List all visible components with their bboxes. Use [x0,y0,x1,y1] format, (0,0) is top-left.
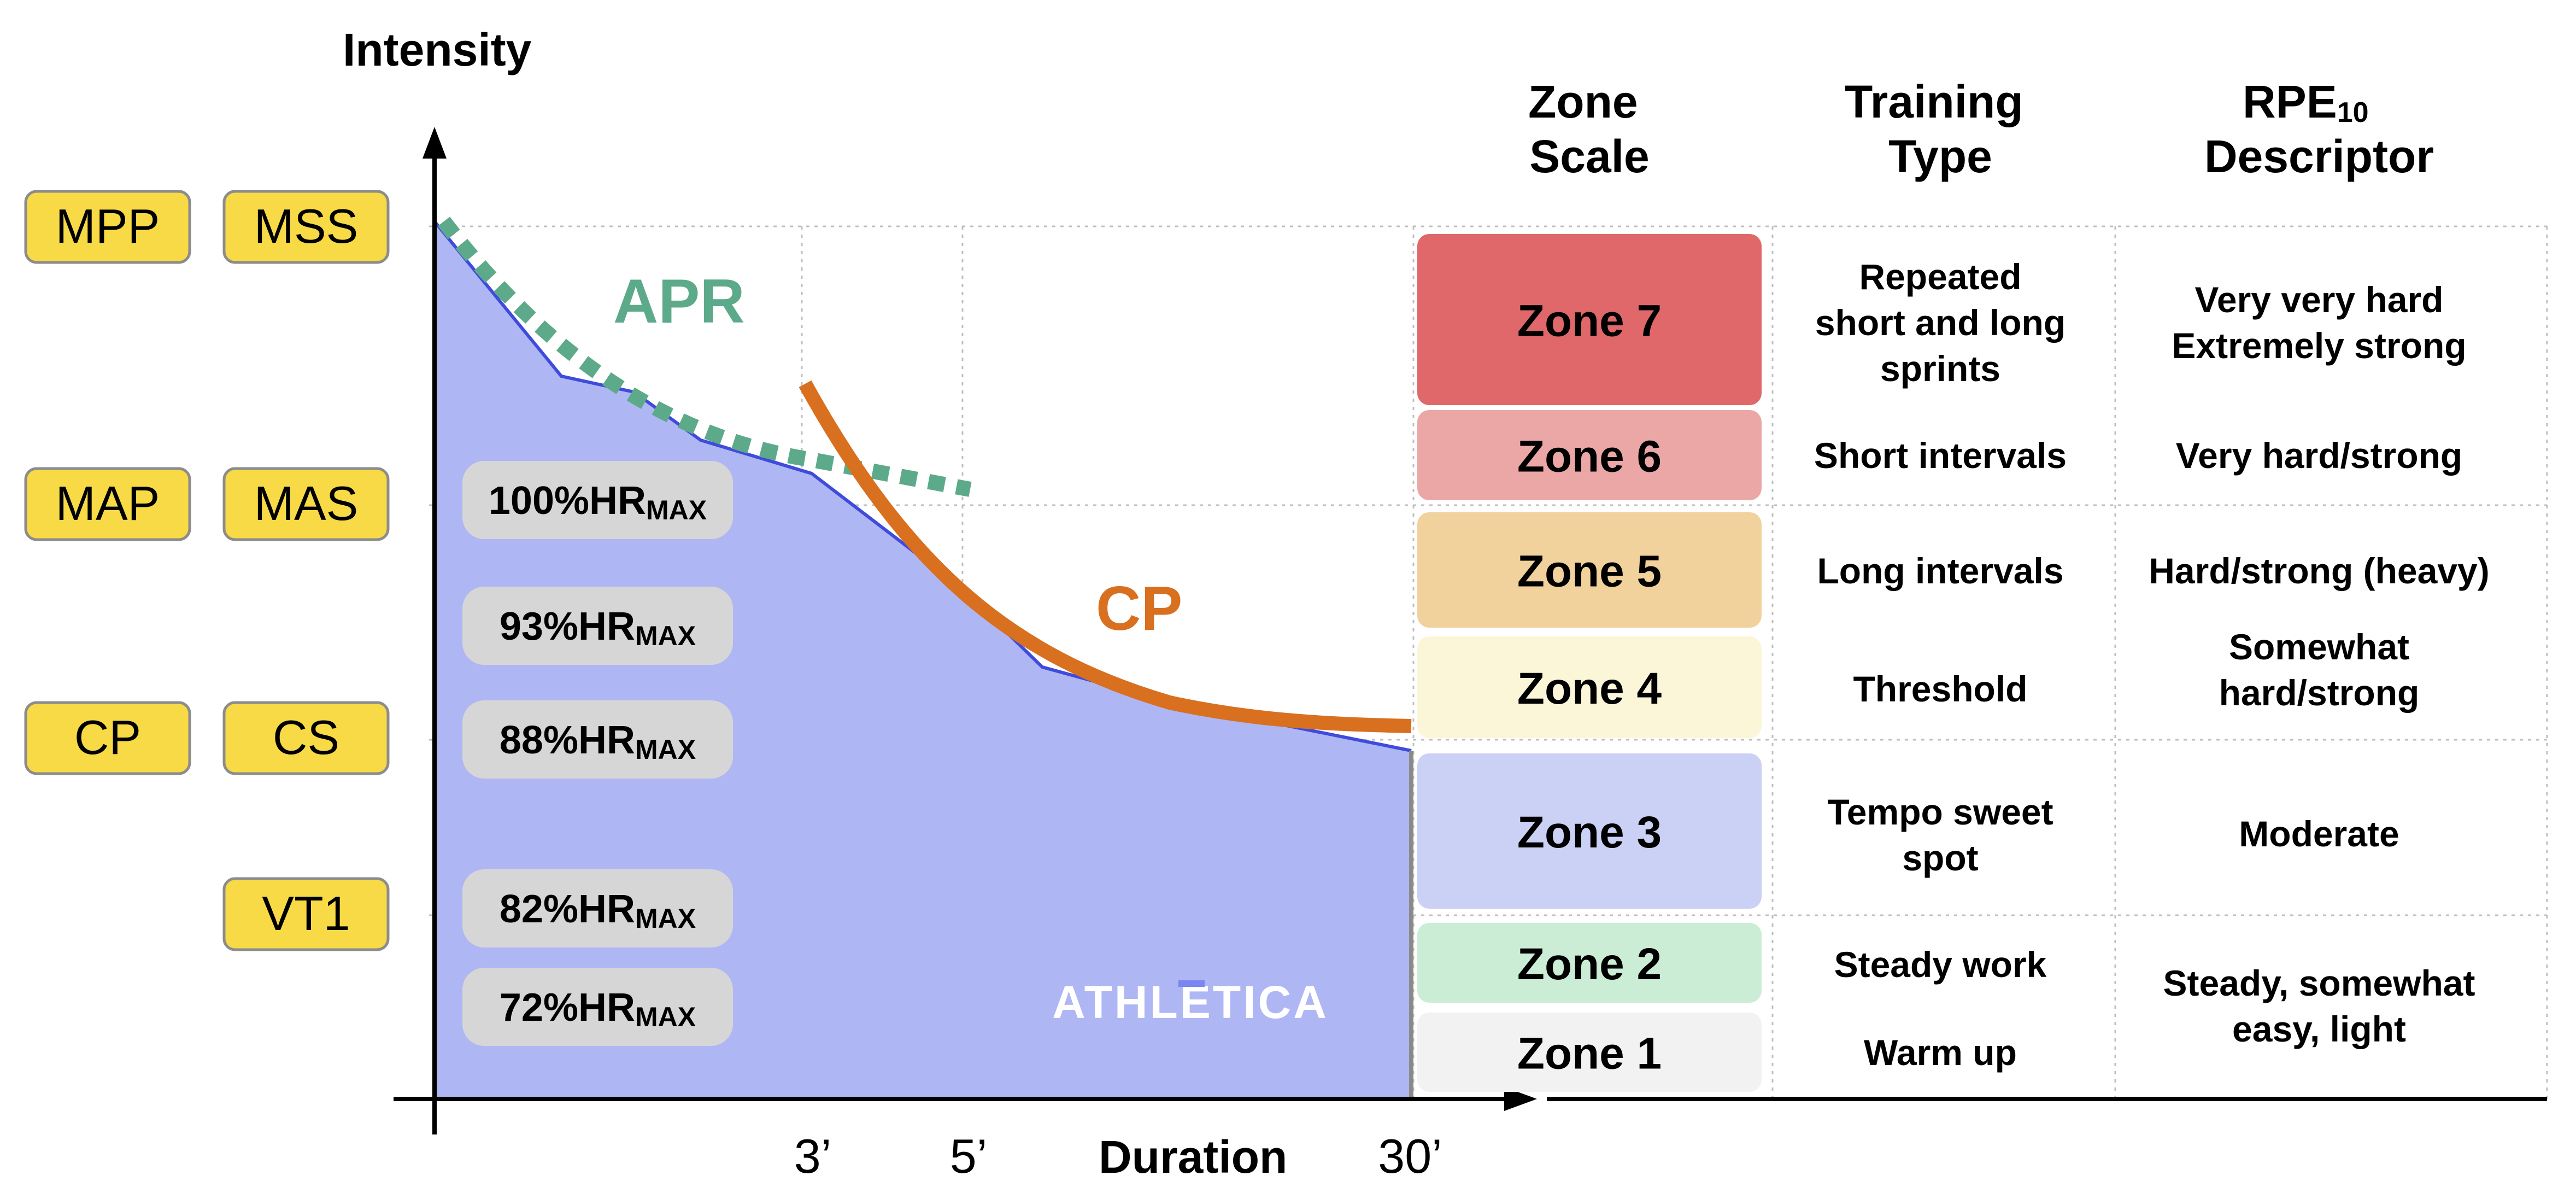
hr-max-label: 100%HRMAX [462,461,733,539]
hr-max-label: 72%HRMAX [462,968,733,1046]
cp-label: CP [1096,574,1182,644]
cp-curve [799,380,1412,733]
hr-labels: 100%HRMAX 93%HRMAX 88%HRMAX 82%HRMAX 72%HRMA… [462,461,733,1046]
training-type-cell: Short intervals [1814,435,2067,476]
training-type-cell: Threshold [1853,669,2027,709]
hr-max-label: 82%HRMAX [462,869,733,947]
rpe-descriptor-cell: Very very hard Extremely strong [2172,279,2466,366]
zone-6-block: Zone 6 [1417,410,1762,500]
zone-scale-header: Zone Scale [1528,76,1651,182]
svg-text:Zone 7: Zone 7 [1517,296,1662,346]
zone-marker-mpp: MPP [24,190,191,264]
svg-text:Zone 5: Zone 5 [1517,547,1662,596]
apr-label: APR [613,267,745,336]
zone-7-block: Zone 7 [1417,234,1762,405]
x-tick-3min: 3’ [794,1129,832,1183]
left-labels: MPP MSS MAP MAS CP CS VT1 [24,190,390,951]
training-type-cell: Warm up [1864,1032,2017,1073]
training-type-cell: Long intervals [1817,551,2063,591]
watermark-accent [1178,980,1205,987]
rpe-descriptor-cell: Hard/strong (heavy) [2149,551,2489,591]
hr-max-label: 93%HRMAX [462,587,733,665]
training-type-cell: Repeated short and long sprints [1815,256,2066,389]
y-axis-label: Intensity [343,24,532,75]
zone-2-block: Zone 2 [1417,923,1762,1003]
zone-marker-cp: CP [24,701,191,775]
zone-marker-mas: MAS [222,467,390,541]
zone-marker-label: CS [273,710,339,764]
zone-marker-label: MSS [254,199,359,253]
zone-marker-label: VT1 [262,886,350,940]
svg-text:Zone 1: Zone 1 [1517,1029,1662,1079]
training-type-header: Training Type [1845,76,2036,182]
zone-marker-map: MAP [24,467,191,541]
svg-text:Zone 6: Zone 6 [1517,432,1662,482]
zone-marker-label: MPP [56,199,160,253]
zone-marker-label: MAS [254,476,359,530]
svg-text:82%HRMAX: 82%HRMAX [500,887,696,934]
svg-text:Zone 4: Zone 4 [1517,664,1662,713]
hr-max-label: 88%HRMAX [462,700,733,779]
svg-text:93%HRMAX: 93%HRMAX [500,605,696,651]
zone-marker-mss: MSS [222,190,390,264]
zone-marker-vt1: VT1 [222,877,390,951]
zone-1-block: Zone 1 [1417,1013,1762,1092]
table-headers: Zone Scale Training Type RPE10 Descripto… [1528,76,2434,182]
training-type-cell: Tempo sweet spot [1827,792,2053,878]
rpe-cells: Very very hard Extremely strong Very hard/… [2149,279,2489,1049]
rpe-descriptor-cell: Very hard/strong [2176,435,2463,476]
zone-3-block: Zone 3 [1417,753,1762,909]
zone-5-block: Zone 5 [1417,512,1762,628]
rpe-header: RPE10 Descriptor [2204,76,2434,182]
x-tick-5min: 5’ [950,1129,988,1183]
x-axis-label: Duration [1099,1131,1287,1183]
x-tick-30min: 30’ [1378,1129,1442,1183]
svg-text:Zone 2: Zone 2 [1517,939,1662,989]
training-type-cell: Steady work [1834,944,2047,985]
y-axis-arrow-icon [423,127,447,159]
training-type-cells: Repeated short and long sprints Short inter… [1814,256,2067,1073]
svg-text:100%HRMAX: 100%HRMAX [489,479,707,525]
rpe-descriptor-cell: Moderate [2239,814,2399,854]
zone-blocks: Zone 7 Zone 6 Zone 5 Zone 4 Zone 3 Zone 2 Zone… [1417,234,1762,1092]
zone-marker-label: CP [74,710,141,764]
zone-marker-label: MAP [56,476,160,530]
apr-curve [437,217,972,497]
svg-text:Zone 3: Zone 3 [1517,808,1662,857]
x-axis-arrow-icon [1504,1087,1537,1111]
rpe-descriptor-cell: Steady, somewhat easy, light [2163,963,2475,1049]
svg-text:88%HRMAX: 88%HRMAX [500,718,696,765]
svg-text:72%HRMAX: 72%HRMAX [500,986,696,1032]
zone-4-block: Zone 4 [1417,636,1762,738]
zone-marker-cs: CS [222,701,390,775]
rpe-descriptor-cell: Somewhat hard/strong [2219,627,2420,713]
